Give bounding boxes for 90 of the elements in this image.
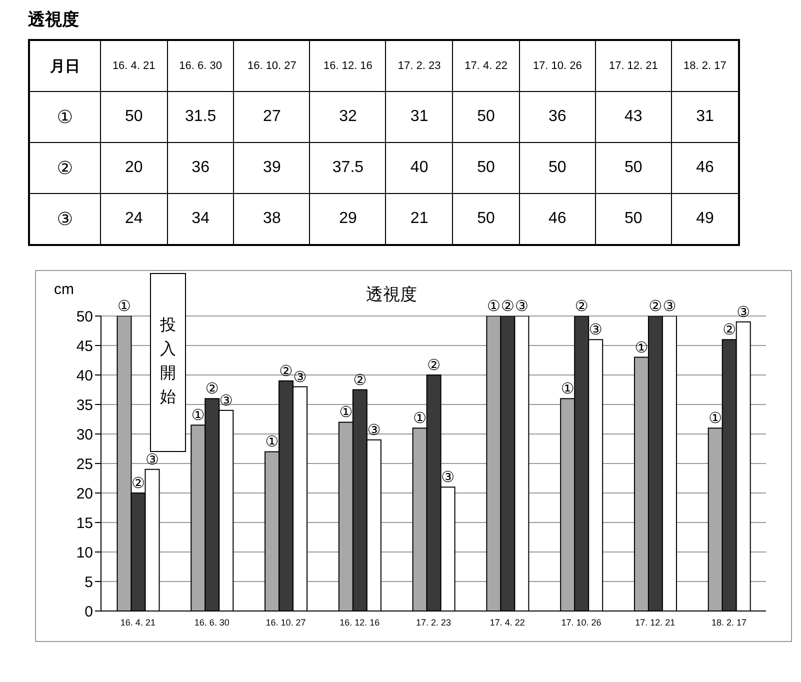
y-tick-label: 10 <box>76 544 93 562</box>
annotation: 投入開始 <box>160 316 177 408</box>
data-label: 46 <box>519 194 596 245</box>
y-tick-label: 15 <box>76 514 93 532</box>
x-tick-label: 16. 12. 16 <box>340 617 380 628</box>
text: ② <box>56 158 74 178</box>
y-tick-label: 20 <box>76 485 93 502</box>
series-label: ③ <box>146 451 159 468</box>
category-label: 17. 2. 23 <box>398 60 441 72</box>
text: ① <box>265 434 279 451</box>
x-tick-label: 16. 4. 21 <box>120 617 156 628</box>
text: ② <box>500 298 514 315</box>
x-tick-label: 17. 10. 26 <box>561 617 602 628</box>
data-label: 24 <box>100 194 168 245</box>
x-tick-label: 16. 10. 27 <box>266 617 306 628</box>
y-tick-label: 5 <box>84 574 93 591</box>
y-tick-label: 0 <box>84 603 93 620</box>
data-label: 21 <box>386 194 453 245</box>
category-label: 16. 6. 30 <box>179 60 222 72</box>
x-tick-label: 17. 12. 21 <box>635 617 676 628</box>
y-axis-title: cm <box>54 281 74 298</box>
text: ② <box>279 362 293 380</box>
label-box: 投入開始 <box>150 273 186 452</box>
data-label: 39 <box>234 142 310 194</box>
data-label: 43 <box>595 92 672 142</box>
x-tick-label: 17. 2. 23 <box>416 617 452 628</box>
text: ① <box>560 380 574 398</box>
data-label: 50 <box>595 194 672 245</box>
data-label: 38 <box>234 194 310 245</box>
data-label: 50 <box>452 92 520 142</box>
category-label: 16. 4. 21 <box>112 60 156 72</box>
text: ③ <box>662 298 676 315</box>
data-label: 31 <box>671 92 739 142</box>
x-tick-label: 16. 6. 30 <box>194 617 230 628</box>
data-label: 50 <box>452 142 520 194</box>
data-label: 27 <box>234 92 310 142</box>
data-label: 36 <box>167 142 234 194</box>
text: 月日 <box>29 40 100 92</box>
text: ① <box>708 410 722 428</box>
data-label: 32 <box>310 92 386 142</box>
y-tick-label: 45 <box>76 338 93 355</box>
category-label: 18. 2. 17 <box>684 60 726 72</box>
text: ① <box>56 106 74 126</box>
y-tick-label: 35 <box>76 396 93 414</box>
category-label: 17. 4. 22 <box>464 60 508 72</box>
series-label: ② <box>132 475 145 492</box>
y-tick-label: 40 <box>76 367 93 384</box>
chart-title: 透視度 <box>28 9 80 31</box>
data-label: 50 <box>519 142 596 194</box>
data-label: 50 <box>452 194 520 245</box>
text: ③ <box>441 469 455 486</box>
text: ② <box>574 298 588 315</box>
data-label: 46 <box>671 142 739 194</box>
category-label: 17. 12. 21 <box>608 60 658 72</box>
text: ① <box>486 298 500 315</box>
data-label: 37.5 <box>310 142 386 194</box>
text: ① <box>191 407 205 424</box>
text: ② <box>353 372 367 389</box>
text: ③ <box>588 322 602 339</box>
data-label: 34 <box>167 194 234 245</box>
text: ② <box>427 357 441 374</box>
x-tick-label: 18. 2. 17 <box>712 617 747 628</box>
data-label: 31.5 <box>167 92 234 142</box>
text: ① <box>634 339 648 356</box>
category-label: 16. 10. 27 <box>247 60 296 72</box>
text: ① <box>413 410 427 428</box>
y-tick-label: 30 <box>76 426 93 444</box>
series-label: ① <box>118 298 131 315</box>
y-tick-label: 25 <box>76 456 93 473</box>
data-label: 49 <box>671 194 739 245</box>
text: ③ <box>736 304 750 321</box>
text: ③ <box>514 298 528 315</box>
text: ③ <box>219 392 233 410</box>
text: ③ <box>367 422 381 439</box>
text: ② <box>648 298 662 315</box>
text: ② <box>722 322 736 339</box>
category-label: 17. 10. 26 <box>532 60 582 72</box>
x-tick-label: 17. 4. 22 <box>490 617 525 628</box>
text: ③ <box>56 208 74 228</box>
text: ② <box>205 380 219 398</box>
data-label: 31 <box>386 92 453 142</box>
data-label: 29 <box>310 194 386 245</box>
text: ③ <box>293 368 307 386</box>
data-label: 50 <box>595 142 672 194</box>
data-label: 36 <box>519 92 596 142</box>
text: ① <box>339 404 353 422</box>
category-label: 16. 12. 16 <box>323 60 372 72</box>
y-tick-label: 50 <box>76 308 93 326</box>
chart-subtitle: 透視度 <box>366 284 417 306</box>
data-label: 40 <box>386 142 453 194</box>
